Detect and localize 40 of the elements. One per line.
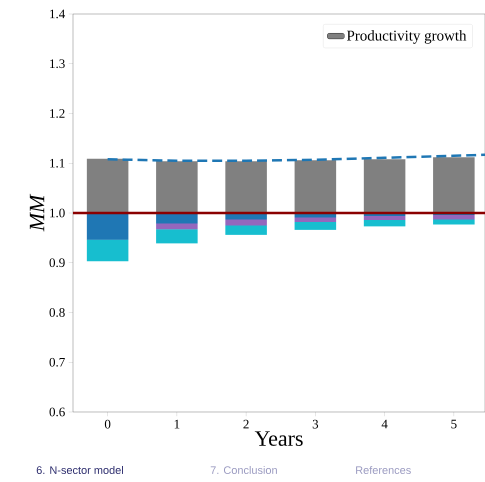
bar bbox=[156, 161, 198, 213]
y-tick-label: 1.1 bbox=[50, 158, 64, 168]
bar bbox=[225, 225, 267, 235]
x-tick-label: 3 bbox=[312, 420, 318, 428]
text: 6. N-sector model bbox=[36, 466, 123, 474]
bar bbox=[294, 222, 336, 230]
x-tick-label: 5 bbox=[451, 420, 457, 428]
y-tick-label: 0.7 bbox=[50, 358, 65, 367]
bar bbox=[156, 229, 198, 244]
bar bbox=[433, 214, 475, 220]
y-tick-label: 1.2 bbox=[50, 109, 65, 118]
bar bbox=[433, 157, 475, 213]
text: 7. Conclusion bbox=[210, 466, 277, 474]
bar bbox=[156, 223, 198, 230]
bar bbox=[86, 213, 128, 240]
bar bbox=[225, 219, 267, 226]
bar bbox=[294, 217, 336, 222]
x-axis-title: Years bbox=[254, 431, 303, 446]
y-tick-label: 1.3 bbox=[50, 59, 65, 68]
bar bbox=[86, 240, 128, 262]
y-tick-label: 0.8 bbox=[50, 308, 65, 317]
bar bbox=[364, 159, 406, 213]
y-tick-label: 0.9 bbox=[50, 258, 65, 268]
bar bbox=[156, 213, 198, 224]
x-tick-label: 4 bbox=[382, 420, 388, 428]
bar bbox=[294, 160, 336, 213]
x-tick-label: 0 bbox=[104, 420, 110, 429]
bar bbox=[364, 220, 406, 226]
bar bbox=[225, 161, 267, 213]
bar bbox=[86, 158, 128, 213]
bar bbox=[364, 216, 406, 220]
y-tick-label: 0.6 bbox=[50, 408, 65, 416]
text: References bbox=[356, 466, 411, 474]
y-tick-label: 1.4 bbox=[50, 10, 66, 18]
x-tick-label: 2 bbox=[243, 420, 249, 428]
y-tick-label: 1.0 bbox=[50, 208, 65, 218]
x-tick-label: 1 bbox=[174, 420, 180, 428]
y-axis-title: MM bbox=[30, 194, 44, 232]
legend-label: Productivity growth bbox=[346, 30, 466, 44]
bar bbox=[433, 219, 475, 224]
